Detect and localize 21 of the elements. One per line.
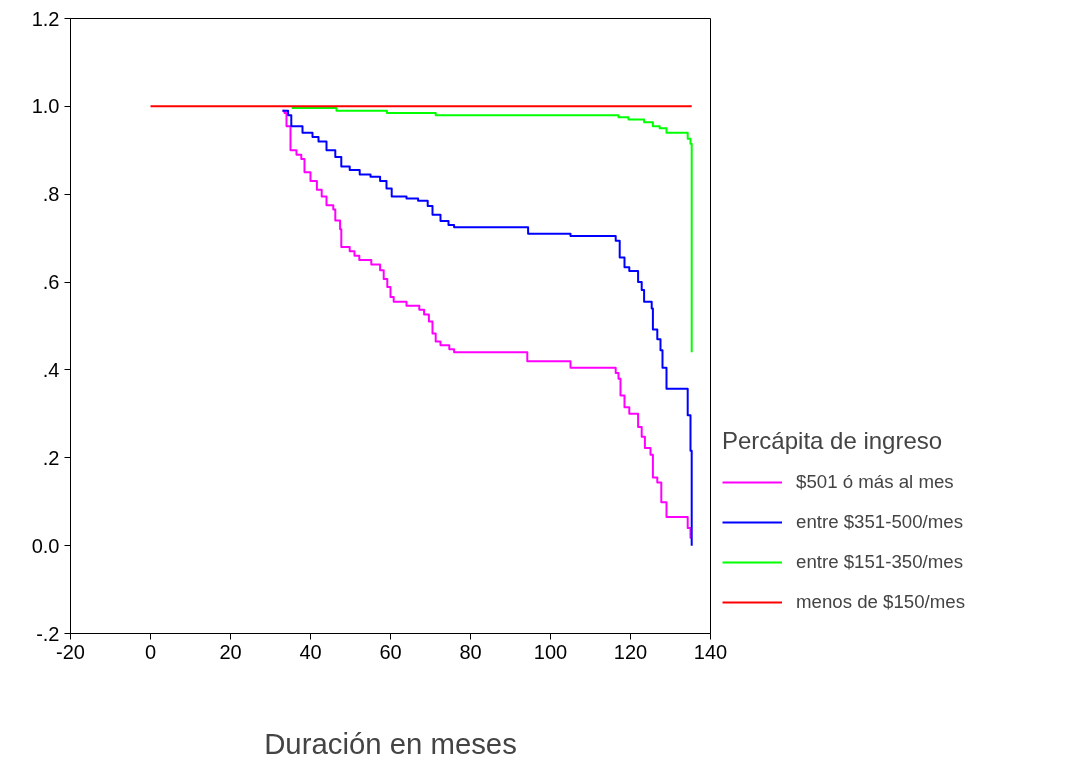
legend-label: menos de $150/mes [796, 591, 966, 613]
legend-label: $501 ó más al mes [796, 471, 954, 493]
y-tick-label: 1.2 [31, 7, 60, 30]
legend-label: entre $351-500/mes [796, 511, 963, 533]
x-tick-label: 0 [144, 640, 157, 663]
x-tick-label: 20 [219, 640, 242, 663]
x-tick-label: 120 [613, 640, 648, 663]
x-tick-label: 140 [693, 640, 728, 663]
legend-label: entre $151-350/mes [796, 551, 963, 573]
x-axis-title: Duración en meses [264, 726, 517, 760]
y-tick-label: 1.0 [31, 95, 60, 118]
x-tick-label: 60 [379, 640, 402, 663]
y-tick-label: .8 [42, 183, 60, 206]
x-tick-label: 40 [299, 640, 322, 663]
y-tick-label: .6 [42, 271, 60, 294]
y-tick-label: .2 [42, 446, 60, 469]
y-tick-label: 0.0 [31, 534, 60, 557]
x-tick-label: 100 [533, 640, 568, 663]
x-tick-label: 80 [459, 640, 482, 663]
legend-title: Percápita de ingreso [722, 427, 944, 455]
y-tick-label: .4 [42, 358, 60, 381]
